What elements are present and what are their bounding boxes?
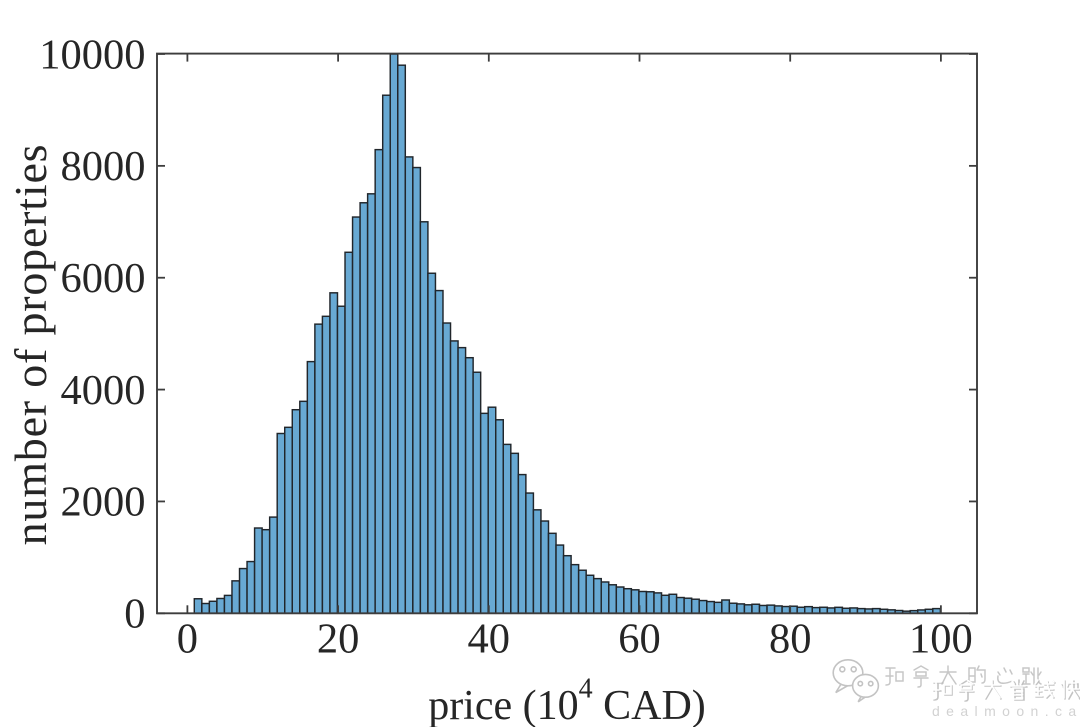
- svg-text:80: 80: [769, 615, 812, 662]
- svg-text:4000: 4000: [61, 367, 146, 414]
- svg-text:40: 40: [468, 615, 511, 662]
- svg-text:8000: 8000: [61, 143, 146, 190]
- svg-text:number of properties: number of properties: [5, 144, 56, 546]
- svg-text:dealmoon.ca: dealmoon.ca: [932, 703, 1080, 719]
- svg-text:6000: 6000: [61, 255, 146, 302]
- svg-text:0: 0: [177, 615, 198, 662]
- svg-text:10000: 10000: [39, 31, 145, 78]
- svg-text:price (104 CAD): price (104 CAD): [428, 674, 706, 727]
- svg-text:20: 20: [317, 615, 360, 662]
- svg-text:60: 60: [618, 615, 661, 662]
- svg-text:2000: 2000: [61, 479, 146, 526]
- svg-text:0: 0: [124, 591, 145, 638]
- svg-text:100: 100: [909, 615, 973, 662]
